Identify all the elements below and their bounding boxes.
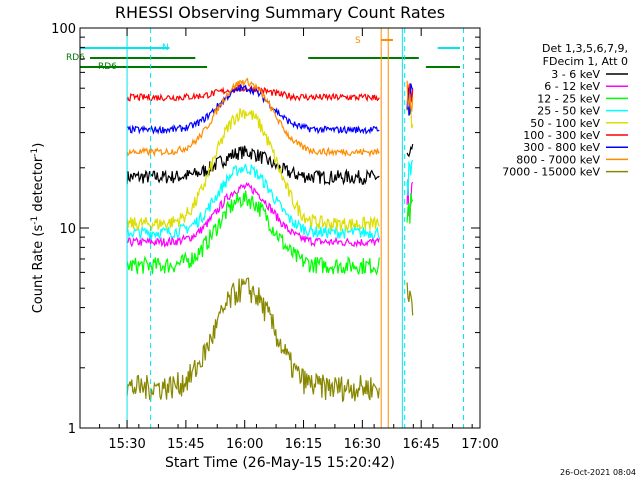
y-tick-label: 10 — [59, 222, 76, 237]
series-line — [126, 163, 380, 240]
y-axis-label-tail: detector — [31, 156, 46, 216]
legend-header-2: FDecim 1, Att 0 — [543, 55, 628, 68]
y-tick-label: 100 — [51, 22, 76, 37]
rd6-flag-label: RD6 — [66, 53, 85, 63]
night-flag-label: N — [162, 43, 169, 53]
legend: Det 1,3,5,6,7,9, FDecim 1, Att 0 3 - 6 k… — [502, 42, 628, 179]
legend-entry: 6 - 12 keV — [544, 80, 600, 93]
y-axis-label: Count Rate (s-1 detector-1) — [30, 143, 46, 314]
saa-flag-label: S — [355, 36, 361, 46]
legend-entry: 800 - 7000 keV — [516, 153, 600, 166]
series-line-after — [406, 193, 414, 224]
x-tick-label: 16:15 — [285, 437, 322, 452]
y-axis-label-main: Count Rate (s — [31, 225, 46, 314]
series-line-after — [406, 83, 414, 116]
plot-frame — [79, 27, 481, 429]
legend-entry: 3 - 6 keV — [551, 68, 600, 81]
series-line — [126, 181, 380, 248]
series-line — [126, 190, 380, 276]
x-tick-label: 17:00 — [461, 437, 498, 452]
x-tick-label: 15:45 — [167, 437, 204, 452]
x-axis-label: Start Time (26-May-15 15:20:42) — [165, 455, 395, 471]
legend-entry: 7000 - 15000 keV — [502, 166, 600, 179]
y-axis-label-sup2: -1 — [30, 148, 40, 157]
y-tick-label: 1 — [68, 422, 76, 437]
series-line — [126, 108, 380, 234]
series-line-after — [406, 143, 414, 158]
x-tick-label: 16:30 — [344, 437, 381, 452]
rd6-flag-label-2: RD6 — [98, 62, 117, 72]
x-tick-label: 16:00 — [226, 437, 263, 452]
legend-entry: 50 - 100 keV — [530, 117, 600, 130]
series-line — [126, 83, 380, 135]
x-tick-label: 16:45 — [402, 437, 439, 452]
chart-title: RHESSI Observing Summary Count Rates — [115, 3, 445, 22]
legend-header-1: Det 1,3,5,6,7,9, — [542, 42, 628, 55]
timestamp: 26-Oct-2021 08:04 — [560, 468, 636, 477]
data-layer — [126, 77, 414, 403]
legend-entry: 300 - 800 keV — [523, 141, 600, 154]
flag-layer: N RD6 RD6 S — [66, 28, 465, 428]
y-axis-label-sup: -1 — [30, 216, 40, 225]
series-line — [126, 145, 380, 186]
legend-entry: 100 - 300 keV — [523, 129, 600, 142]
legend-entry: 12 - 25 keV — [537, 92, 600, 105]
series-line — [126, 77, 380, 158]
series-line-after — [406, 159, 414, 196]
series-line-after — [406, 80, 414, 113]
legend-entry: 25 - 50 keV — [537, 105, 600, 118]
series-line-after — [406, 282, 414, 316]
y-axis-label-end: ) — [31, 143, 46, 148]
tick-layer: 15:30 15:45 16:00 16:15 16:30 16:45 17:00 1 10 10… — [51, 22, 499, 452]
x-tick-label: 15:30 — [108, 437, 145, 452]
series-line — [126, 277, 380, 403]
